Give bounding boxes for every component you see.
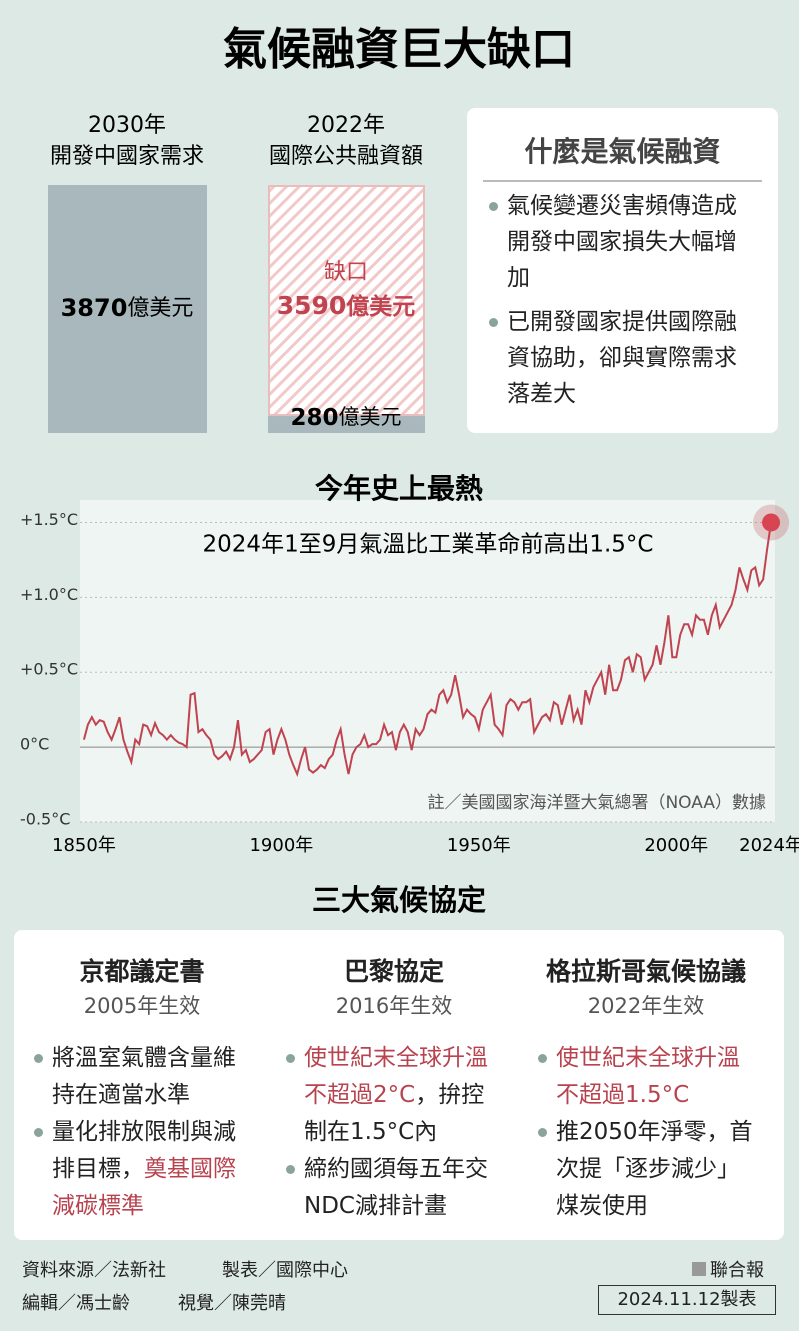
date: 2024.11.12製表 <box>598 1285 776 1315</box>
bar-year: 2022年 <box>307 113 385 138</box>
point-text: 將溫室氣體含量維持在適當水準 <box>52 1045 236 1108</box>
credit: 編輯／馮士齡 <box>22 1293 130 1314</box>
agreements-box: 京都議定書 2005年生效將溫室氣體含量維持在適當水準 量化排放限制與減排目標，奠基… <box>14 930 784 1240</box>
chart-title: 今年史上最熱 <box>315 472 483 505</box>
bar-label: 國際公共融資額 <box>269 144 423 169</box>
note: 註／美國國家海洋暨大氣總署（NOAA）數據 <box>427 793 766 813</box>
last-point <box>762 513 781 532</box>
agreement-points: 使世紀末全球升溫不超過1.5°C 推2050年淨零，首次提「逐步減少」煤炭使用 <box>538 1040 753 1225</box>
text-part: 億美元 <box>346 293 415 320</box>
bar-label: 開發中國家需求 <box>50 144 204 169</box>
credit: 資料來源／法新社 <box>22 1260 166 1281</box>
credit: 製表／國際中心 <box>222 1260 348 1281</box>
agreement-column: 京都議定書 2005年生效將溫室氣體含量維持在適當水準 量化排放限制與減排目標，奠基… <box>22 930 262 1240</box>
y-tick-label: 0°C <box>20 735 49 754</box>
main-title: 氣候融資巨大缺口 <box>223 24 575 75</box>
x-tick-label: 1850年 <box>52 835 116 856</box>
brand: 聯合報 <box>710 1260 764 1281</box>
agreement-effective: 2016年生效 <box>335 994 453 1018</box>
y-tick-label: +1.5°C <box>20 510 78 529</box>
list-item: 氣候變遷災害頻傳造成開發中國家損失大幅增加 <box>489 188 759 296</box>
agreement-column: 格拉斯哥氣候協議 2022年生效使世紀末全球升溫不超過1.5°C 推2050年淨零，… <box>526 930 766 1240</box>
agreement-points: 使世紀末全球升溫不超過2°C，拚控制在1.5°C內 締約國須每五年交NDC減排計畫 <box>286 1040 501 1225</box>
agreement-name: 京都議定書 <box>79 957 205 986</box>
text-part: 280 <box>290 405 338 431</box>
brand-mark <box>692 1262 706 1276</box>
point-text: ，拚控制在1.5°C內 <box>304 1082 485 1145</box>
temperature-line <box>82 522 773 778</box>
bar-value: 3870億美元 <box>61 294 194 322</box>
point-text: 量化排放限制與減排目標， <box>52 1119 236 1182</box>
point-text: 奠基國際減碳標準 <box>52 1156 236 1219</box>
text-part: 億美元 <box>127 296 193 321</box>
agreement-name: 巴黎協定 <box>343 957 444 986</box>
panel-list: 氣候變遷災害頻傳造成開發中國家損失大幅增加 已開發國家提供國際融資協助，卻與實際需… <box>489 188 759 420</box>
point-text: 推2050年淨零，首次提「逐步減少」煤炭使用 <box>556 1119 753 1219</box>
point: 使世紀末全球升溫不超過2°C，拚控制在1.5°C內 <box>286 1040 501 1151</box>
x-tick-label: 1900年 <box>249 835 313 856</box>
text-part: 3590 <box>277 291 347 320</box>
list-item: 已開發國家提供國際融資協助，卻與實際需求落差大 <box>489 304 759 412</box>
agreement-name: 格拉斯哥氣候協議 <box>545 957 746 986</box>
agreement-points: 將溫室氣體含量維持在適當水準 量化排放限制與減排目標，奠基國際減碳標準 <box>34 1040 249 1225</box>
credit: 視覺／陳莞晴 <box>178 1293 286 1314</box>
bar-value: 280億美元 <box>290 405 401 431</box>
divider <box>483 180 762 182</box>
y-tick-label: +0.5°C <box>20 660 78 679</box>
y-tick-label: -0.5°C <box>20 810 70 829</box>
point-text: 使世紀末全球升溫不超過1.5°C <box>556 1045 740 1108</box>
point: 締約國須每五年交NDC減排計畫 <box>286 1151 501 1225</box>
point: 使世紀末全球升溫不超過1.5°C <box>538 1040 753 1114</box>
gap-bar <box>268 185 425 417</box>
point: 將溫室氣體含量維持在適當水準 <box>34 1040 249 1114</box>
gap-label: 缺口 <box>324 260 368 285</box>
point: 量化排放限制與減排目標，奠基國際減碳標準 <box>34 1114 249 1225</box>
bar <box>48 185 207 433</box>
agreement-effective: 2022年生效 <box>587 994 705 1018</box>
x-tick-label: 2000年 <box>644 835 708 856</box>
section-title: 三大氣候協定 <box>312 883 486 917</box>
bar <box>268 415 425 433</box>
text-part: 3870 <box>61 294 128 322</box>
point-text: 締約國須每五年交NDC減排計畫 <box>304 1156 488 1219</box>
x-tick-label: 1950年 <box>447 835 511 856</box>
gap-value: 3590億美元 <box>277 291 416 320</box>
bar-year: 2030年 <box>88 113 166 138</box>
panel-title: 什麼是氣候融資 <box>524 135 721 168</box>
point-text: 使世紀末全球升溫不超過2°C <box>304 1045 488 1108</box>
annotation: 2024年1至9月氣溫比工業革命前高出1.5°C <box>203 532 654 558</box>
text-part: 億美元 <box>339 405 402 429</box>
agreement-effective: 2005年生效 <box>83 994 201 1018</box>
agreement-column: 巴黎協定 2016年生效使世紀末全球升溫不超過2°C，拚控制在1.5°C內 締約國須… <box>274 930 514 1240</box>
y-tick-label: +1.0°C <box>20 585 78 604</box>
point: 推2050年淨零，首次提「逐步減少」煤炭使用 <box>538 1114 753 1225</box>
explain-panel: 什麼是氣候融資 氣候變遷災害頻傳造成開發中國家損失大幅增加 已開發國家提供國際融資… <box>467 108 778 433</box>
x-tick-label: 2024年 <box>739 835 799 856</box>
